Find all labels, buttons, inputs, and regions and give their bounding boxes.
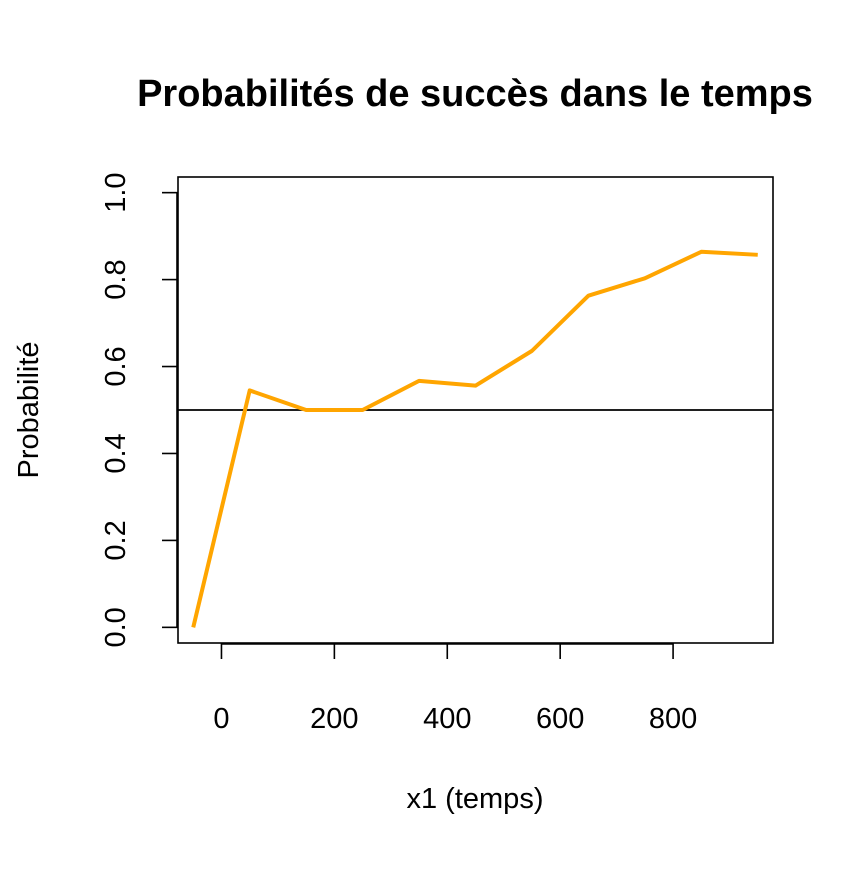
x-tick-label: 400 (423, 703, 471, 735)
y-tick-label: 0.6 (100, 346, 132, 386)
series-line (191, 249, 758, 628)
x-axis-label: x1 (temps) (407, 783, 544, 815)
y-tick-label: 0.4 (100, 433, 132, 473)
x-tick-label: 0 (213, 703, 229, 735)
x-tick-label: 600 (536, 703, 584, 735)
plot-area: 0 200 400 600 800 0.0 0.2 0.4 0.6 0.8 1.0 (100, 172, 774, 735)
y-tick-label: 0.0 (100, 607, 132, 647)
y-tick-label: 1.0 (100, 172, 132, 212)
x-tick-label: 200 (310, 703, 358, 735)
chart-title: Probabilités de succès dans le temps (137, 73, 813, 115)
y-tick-label: 0.8 (100, 259, 132, 299)
y-tick-label: 0.2 (100, 520, 132, 560)
y-axis-label: Probabilité (13, 341, 45, 478)
x-tick-label: 800 (649, 703, 697, 735)
